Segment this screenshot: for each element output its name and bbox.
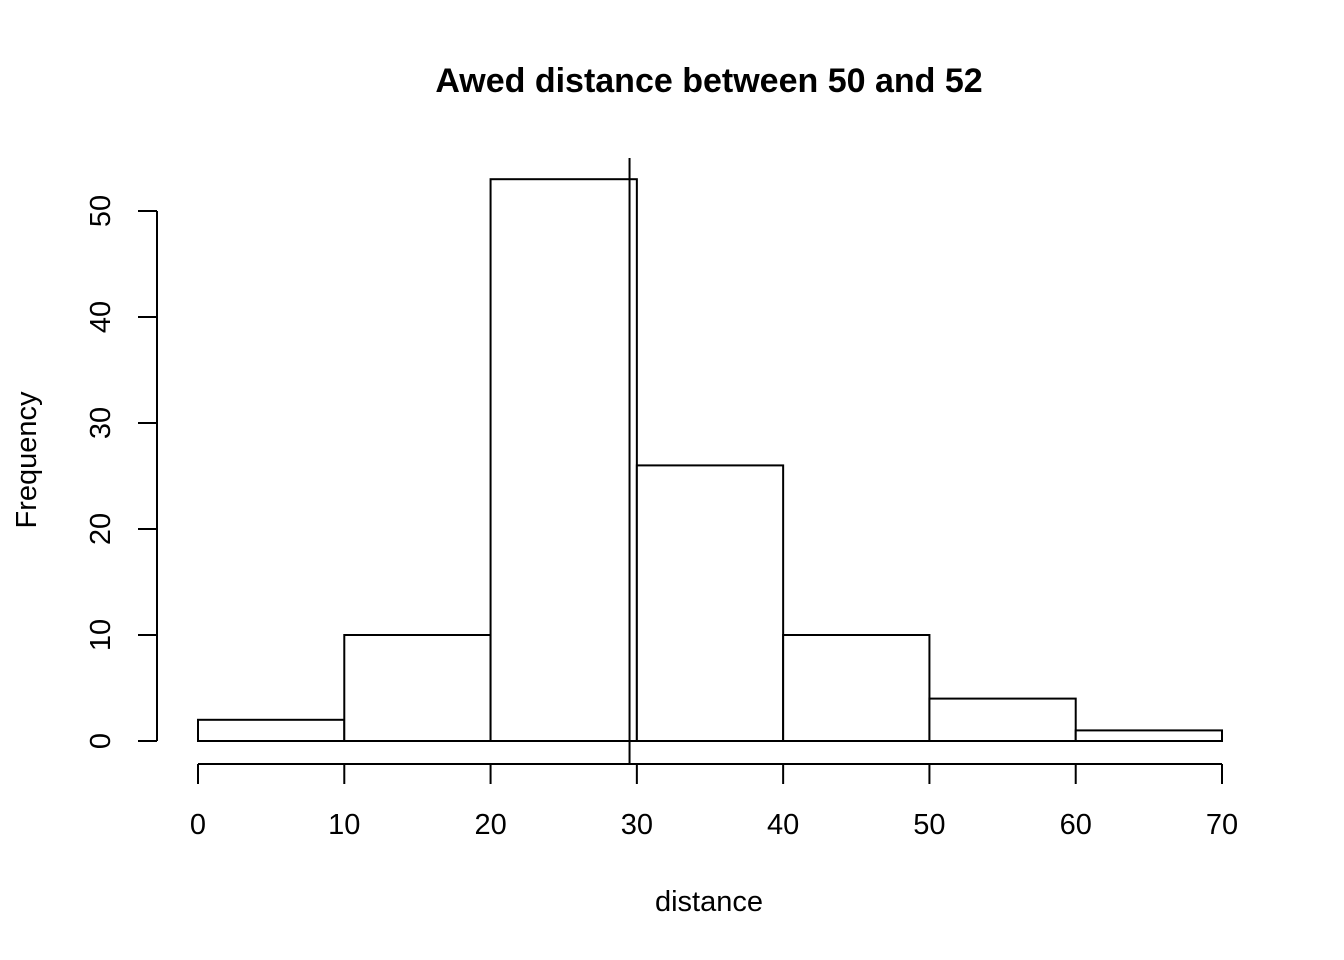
histogram-bar-2 xyxy=(489,178,638,742)
y-tick-label-3: 30 xyxy=(85,407,117,439)
bars xyxy=(197,178,1223,743)
x-tick-label-4: 40 xyxy=(767,809,799,841)
y-axis: 0 10 20 30 40 50 xyxy=(85,195,158,749)
x-tick-label-5: 50 xyxy=(913,809,945,841)
histogram-bar-0 xyxy=(197,718,346,742)
histogram-bar-5 xyxy=(928,697,1077,742)
y-axis-label: Frequency xyxy=(11,391,43,529)
x-tick-label-2: 20 xyxy=(474,809,506,841)
x-tick-label-7: 70 xyxy=(1206,809,1238,841)
y-tick-label-5: 50 xyxy=(85,195,117,227)
y-tick-label-0: 0 xyxy=(85,733,117,749)
x-tick-label-3: 30 xyxy=(621,809,653,841)
x-axis: 0 10 20 30 40 50 60 70 xyxy=(190,763,1238,841)
histogram-bar-4 xyxy=(782,634,931,742)
x-tick-label-6: 60 xyxy=(1060,809,1092,841)
x-axis-label: distance xyxy=(655,886,763,918)
chart-title: Awed distance between 50 and 52 xyxy=(435,62,982,100)
x-tick-label-0: 0 xyxy=(190,809,206,841)
x-tick-label-1: 10 xyxy=(328,809,360,841)
histogram-bar-1 xyxy=(343,634,492,742)
y-tick-label-1: 10 xyxy=(85,619,117,651)
histogram-bar-6 xyxy=(1074,729,1223,743)
histogram-bar-3 xyxy=(635,464,785,742)
y-tick-label-4: 40 xyxy=(85,301,117,333)
y-tick-label-2: 20 xyxy=(85,513,117,545)
